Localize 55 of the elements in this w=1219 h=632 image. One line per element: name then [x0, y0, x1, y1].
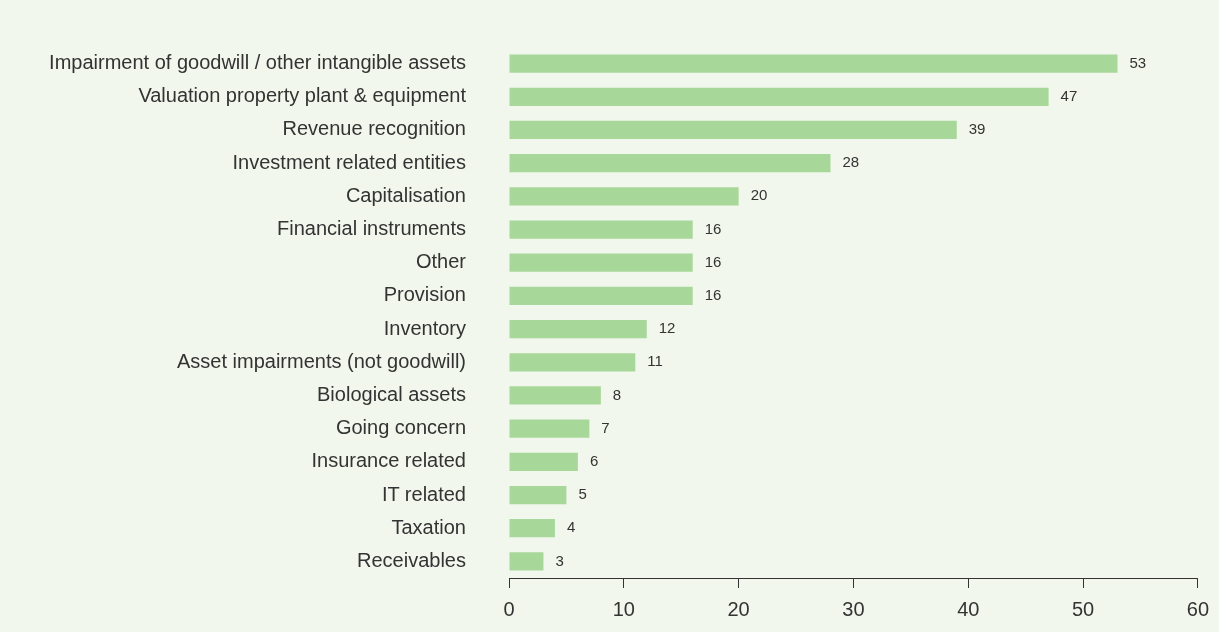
y-tick-label: Insurance related: [311, 449, 466, 472]
y-tick-label: Capitalisation: [345, 183, 466, 206]
data-label: 12: [658, 319, 676, 337]
y-tick-label: Other: [415, 250, 467, 273]
y-tick-label: Asset impairments (not goodwill): [177, 349, 466, 372]
data-label: 7: [601, 418, 610, 436]
x-tick-label: 20: [727, 597, 750, 620]
data-label: 16: [704, 286, 722, 304]
bar: [509, 519, 555, 538]
x-tick-label: 30: [842, 597, 865, 620]
data-label: 16: [704, 219, 722, 237]
y-tick-label: Receivables: [357, 548, 466, 571]
data-label: 11: [647, 352, 663, 370]
bar: [509, 485, 567, 505]
y-tick-label: IT related: [381, 482, 466, 505]
bar: [509, 54, 1118, 73]
bar: [509, 154, 831, 173]
bar: [509, 452, 578, 471]
bar: [509, 319, 647, 339]
bar: [509, 552, 544, 571]
data-label: 20: [750, 186, 768, 204]
y-tick-label: Impairment of goodwill / other intangible assets: [49, 51, 466, 74]
data-label: 28: [842, 153, 860, 171]
x-tick-label: 10: [612, 597, 635, 620]
y-tick-label: Taxation: [391, 515, 466, 538]
data-label: 39: [968, 120, 986, 138]
bar: [509, 253, 693, 272]
y-tick-label: Financial instruments: [277, 217, 466, 240]
x-tick-label: 40: [957, 597, 980, 620]
bar: [509, 386, 601, 405]
y-tick-label: Investment related entities: [232, 150, 466, 173]
bar: [509, 220, 693, 239]
y-tick-label: Provision: [383, 283, 466, 306]
x-tick-label: 0: [503, 597, 515, 620]
x-tick-label: 50: [1071, 597, 1095, 620]
data-label: 8: [612, 385, 622, 403]
bar: [509, 286, 693, 306]
y-tick-label: Revenue recognition: [282, 117, 466, 140]
data-label: 53: [1129, 53, 1147, 71]
bar: [509, 120, 957, 140]
x-tick-label: 60: [1186, 597, 1209, 620]
bar: [509, 419, 590, 438]
y-tick-label: Going concern: [335, 416, 466, 439]
data-label: 3: [555, 551, 564, 569]
data-label: 4: [566, 518, 576, 536]
bar: [509, 353, 636, 372]
data-label: 47: [1060, 86, 1078, 104]
y-tick-label: Valuation property plant & equipment: [138, 84, 467, 107]
data-label: 16: [704, 252, 722, 270]
data-label: 6: [589, 451, 599, 469]
y-tick-label: Inventory: [383, 316, 466, 339]
bar: [509, 87, 1049, 106]
y-tick-label: Biological assets: [317, 382, 466, 405]
data-label: 5: [578, 485, 587, 503]
bar: [509, 187, 739, 206]
